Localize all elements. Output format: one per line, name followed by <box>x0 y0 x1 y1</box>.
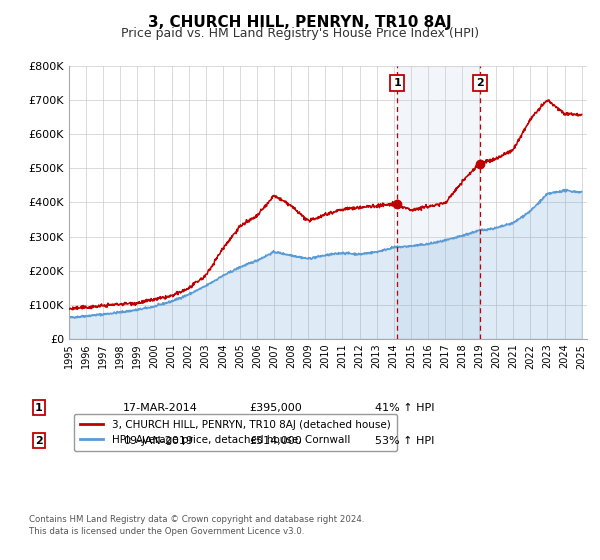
Text: 1: 1 <box>394 78 401 88</box>
Text: 53% ↑ HPI: 53% ↑ HPI <box>375 436 434 446</box>
Text: This data is licensed under the Open Government Licence v3.0.: This data is licensed under the Open Gov… <box>29 528 304 536</box>
Legend: 3, CHURCH HILL, PENRYN, TR10 8AJ (detached house), HPI: Average price, detached : 3, CHURCH HILL, PENRYN, TR10 8AJ (detach… <box>74 413 397 451</box>
Text: 2: 2 <box>35 436 43 446</box>
Text: 41% ↑ HPI: 41% ↑ HPI <box>375 403 434 413</box>
Text: £395,000: £395,000 <box>249 403 302 413</box>
Text: 2: 2 <box>476 78 484 88</box>
Text: 1: 1 <box>35 403 43 413</box>
Bar <box>397 66 479 339</box>
Text: Contains HM Land Registry data © Crown copyright and database right 2024.: Contains HM Land Registry data © Crown c… <box>29 515 364 524</box>
Text: 17-MAR-2014: 17-MAR-2014 <box>123 403 198 413</box>
Text: 3, CHURCH HILL, PENRYN, TR10 8AJ: 3, CHURCH HILL, PENRYN, TR10 8AJ <box>148 15 452 30</box>
Text: Price paid vs. HM Land Registry's House Price Index (HPI): Price paid vs. HM Land Registry's House … <box>121 27 479 40</box>
Text: 09-JAN-2019: 09-JAN-2019 <box>123 436 193 446</box>
Text: £514,000: £514,000 <box>249 436 302 446</box>
